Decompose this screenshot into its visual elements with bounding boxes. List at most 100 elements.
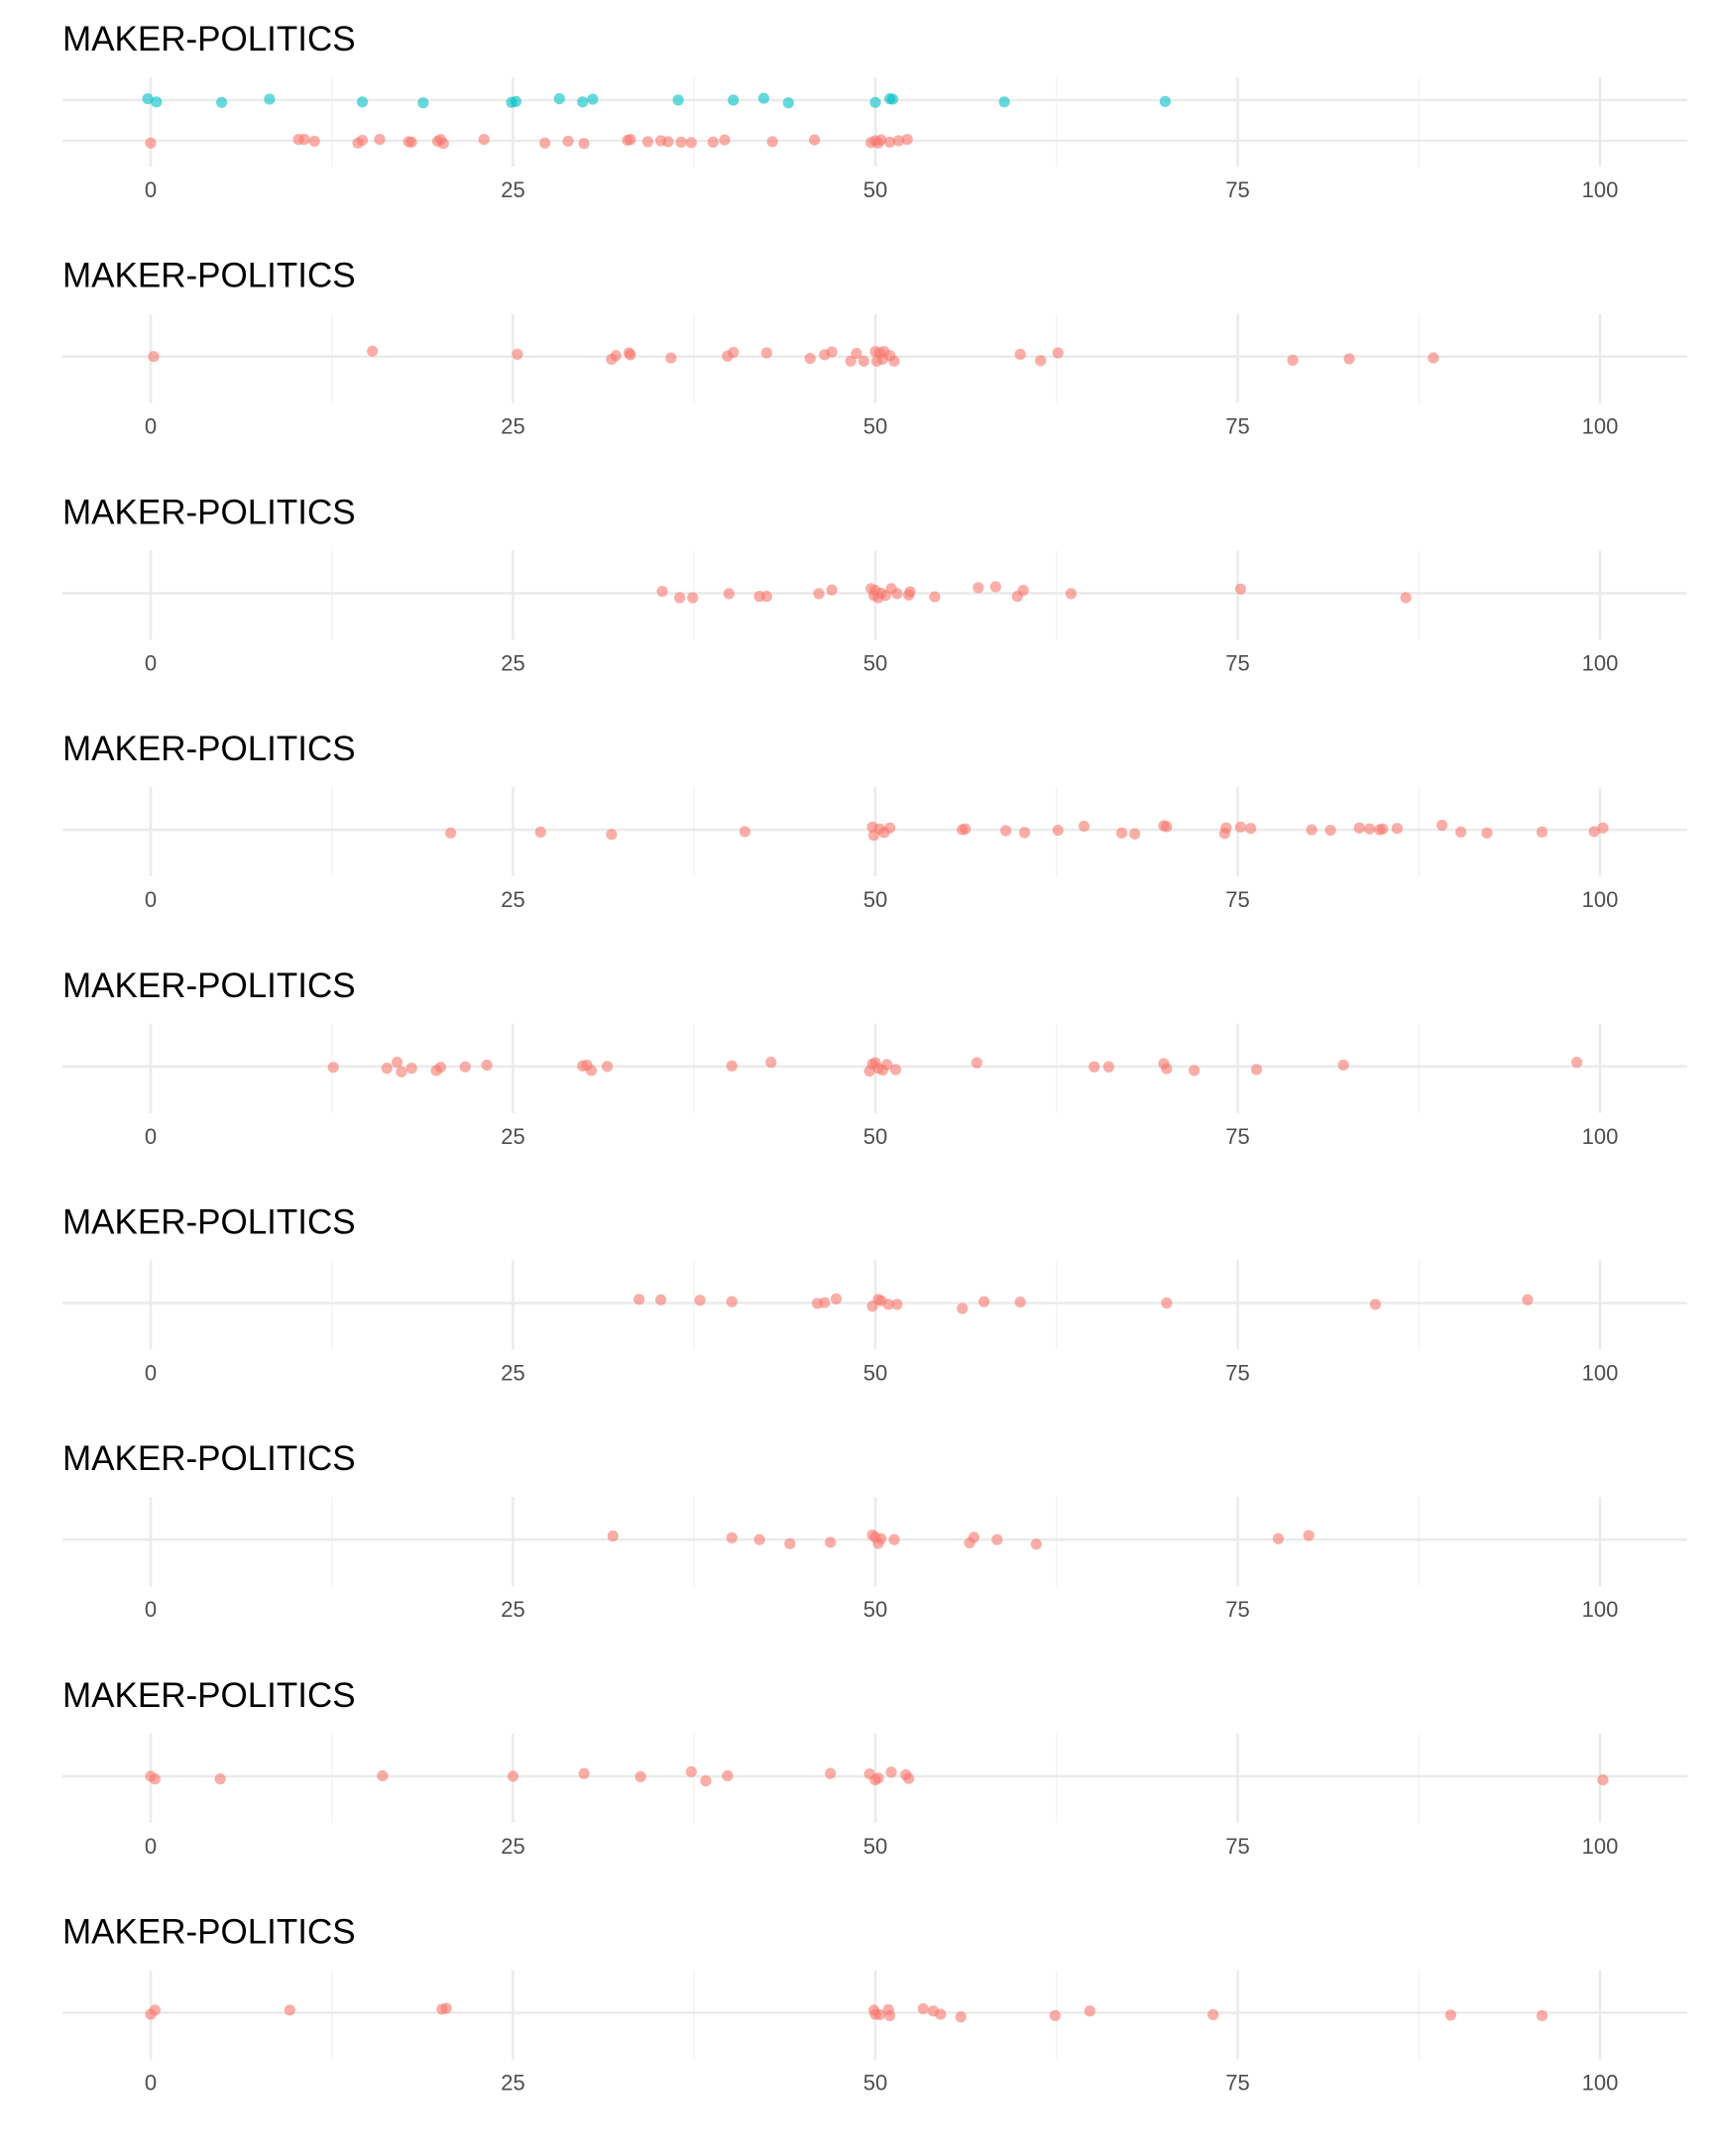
data-point [1436,819,1448,832]
data-point [935,2008,947,2020]
data-point [1049,2009,1061,2021]
data-point [641,136,654,148]
data-point [149,2004,161,2016]
data-point [405,136,417,148]
data-point [917,2002,929,2015]
data-point [881,1059,893,1071]
x-tick-label: 75 [1225,2071,1249,2096]
data-point [1272,1532,1285,1544]
data-point [872,1772,884,1784]
data-point [665,352,677,364]
chart-panel-4: MAKER-POLITICS 0 25 50 75 100 [62,730,1687,912]
data-point [819,1297,831,1308]
data-point [578,138,590,150]
data-point [512,348,523,360]
data-point [884,136,896,148]
data-point [445,827,457,839]
data-point [655,1294,667,1305]
data-point [1455,826,1467,839]
data-point [826,346,838,358]
panel-title: MAKER-POLITICS [62,1203,356,1242]
data-point [851,347,862,360]
data-point [826,584,838,596]
panel-title: MAKER-POLITICS [62,257,356,295]
chart-panel-6: MAKER-POLITICS 0 25 50 75 100 [62,1203,1687,1386]
x-tick-label: 25 [501,1124,524,1149]
data-point [1588,826,1600,838]
data-point [808,134,821,146]
data-point [1353,822,1365,834]
data-point [760,591,772,603]
data-point [726,1296,738,1307]
data-point [825,1536,837,1548]
data-point [434,1062,446,1074]
data-point [1343,353,1355,365]
data-point [478,134,490,146]
data-point [991,1533,1003,1545]
data-point [766,136,778,148]
data-point [534,826,546,839]
x-tick-label: 25 [501,650,524,675]
x-tick-label: 75 [1225,1361,1249,1386]
x-tick-label: 0 [145,1834,157,1859]
x-tick-label: 100 [1582,1361,1619,1386]
data-point [973,582,984,594]
x-tick-label: 50 [863,2071,887,2096]
data-point [1287,354,1299,366]
data-point [601,1061,614,1073]
x-tick-label: 25 [501,1361,524,1386]
data-point [957,1303,969,1314]
data-point [1014,1296,1026,1308]
data-point [1444,2009,1457,2021]
data-point [685,137,697,149]
data-point [694,1295,706,1306]
data-point [892,135,904,147]
data-point [875,1532,887,1544]
x-tick-label: 75 [1225,1597,1249,1622]
x-tick-label: 0 [145,1597,157,1622]
data-point [891,1299,903,1310]
x-tick-label: 100 [1582,1834,1619,1859]
x-tick-label: 50 [863,177,887,202]
data-point [685,1765,697,1777]
data-point [1014,348,1026,360]
x-tick-label: 100 [1582,1124,1619,1149]
data-point [888,1533,900,1545]
data-point [510,95,522,107]
data-point [553,93,565,105]
data-point [1324,824,1336,837]
data-point [971,1057,982,1069]
data-point [1337,1059,1349,1072]
data-point [298,134,310,146]
data-point [149,1773,161,1785]
data-point [578,1767,590,1779]
data-point [700,1774,712,1787]
data-point [929,591,941,603]
data-point [891,588,903,600]
data-point [1161,821,1173,833]
data-point [216,96,228,108]
data-point [396,1066,407,1078]
data-point [1536,826,1548,839]
x-tick-label: 100 [1582,414,1619,439]
data-point [888,355,900,367]
data-point [214,1773,226,1785]
data-point [830,1293,843,1305]
data-point [356,134,369,147]
data-point [1220,822,1232,834]
data-point [1030,1538,1042,1550]
data-point [625,134,636,146]
data-point [377,1769,389,1782]
data-point [845,355,857,367]
data-point [889,1064,902,1076]
x-tick-label: 100 [1582,887,1619,912]
data-point [1369,1299,1381,1310]
data-point [884,822,896,834]
x-tick-label: 50 [863,1834,887,1859]
data-point [405,1063,417,1075]
x-tick-label: 0 [145,1124,157,1149]
data-point [1017,585,1029,597]
data-point [327,1062,339,1074]
x-tick-label: 75 [1225,887,1249,912]
